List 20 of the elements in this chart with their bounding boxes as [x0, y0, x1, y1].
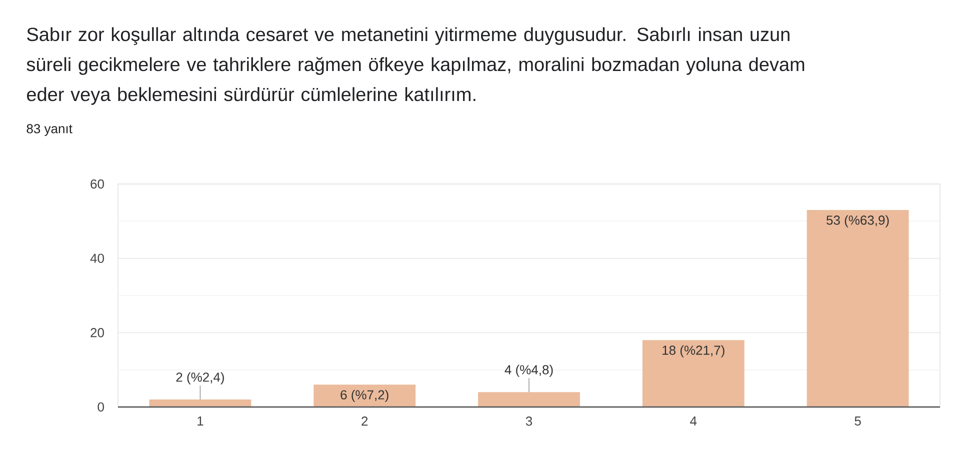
data-label: 53 (%63,9): [826, 215, 889, 228]
y-tick-label: 20: [90, 328, 104, 338]
x-tick-label: 3: [526, 416, 532, 426]
bar: [806, 210, 909, 407]
x-tick-label: 1: [198, 416, 204, 426]
data-label: 2 (%2,4): [176, 372, 224, 384]
data-label: 4 (%4,8): [504, 364, 553, 377]
chart-subtitle: 83 yanıt: [26, 124, 72, 136]
y-tick-label: 0: [98, 402, 104, 412]
data-label: 6 (%7,2): [340, 390, 388, 402]
x-tick-label: 4: [690, 416, 697, 426]
x-tick-label: 2: [362, 416, 368, 426]
y-tick-label: 60: [90, 179, 104, 189]
data-label: 18 (%21,7): [662, 345, 724, 358]
x-tick-label: 5: [854, 416, 861, 426]
chart-title: Sabır zor koşullar altında cesaret ve metanetini yitirmeme duygusudur. Sabırlı insan uzun süreli gecikmelere ve tahriklere rağmen öfkeye kapılmaz, moralini bozmadan yoluna devam eder veya beklemesini sürdürür cümlelerine katılırım.: [26, 27, 804, 105]
bar: [314, 384, 416, 407]
bar: [642, 340, 744, 407]
y-tick-label: 40: [90, 254, 104, 263]
bar: [478, 392, 580, 407]
